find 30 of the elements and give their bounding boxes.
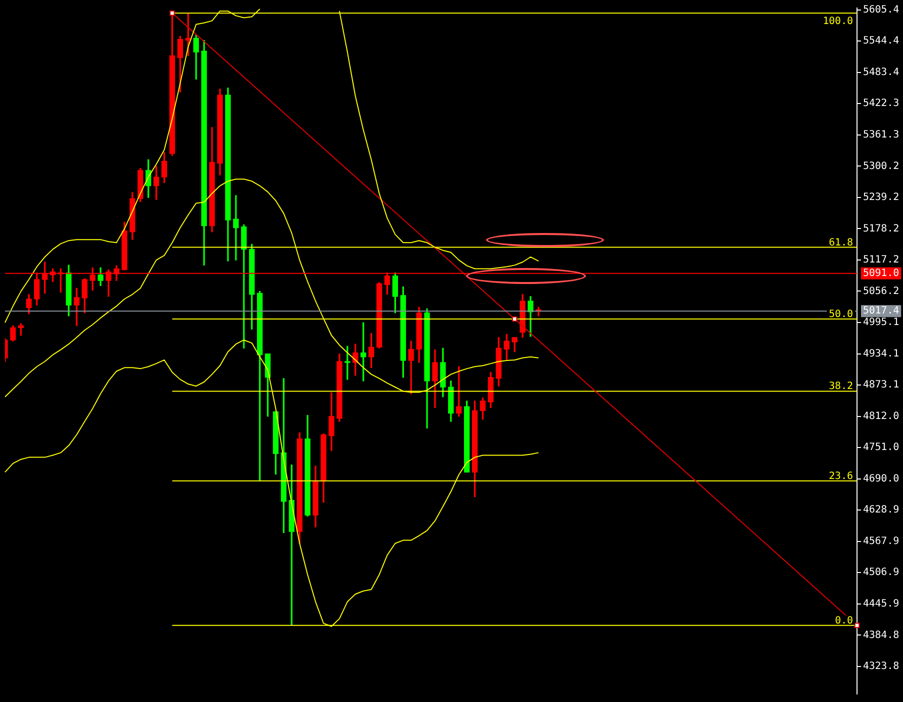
series-label: 61.8 bbox=[828, 237, 853, 248]
y-tick-label: 4506.9 bbox=[863, 567, 900, 578]
series-label: 38.2 bbox=[828, 381, 853, 392]
series-label: 50.0 bbox=[828, 308, 853, 320]
y-tick-label: 5239.2 bbox=[863, 192, 900, 204]
y-tick-label: 5483.4 bbox=[863, 66, 900, 78]
y-tick-label: 5178.2 bbox=[863, 223, 900, 234]
y-tick-label: 4628.9 bbox=[863, 504, 900, 516]
y-tick-label: 4934.1 bbox=[863, 348, 900, 360]
y-tick-label: 4690.0 bbox=[863, 473, 900, 484]
y-tick-label: 4751.0 bbox=[863, 442, 900, 454]
ref-line-label: 5091.0 bbox=[863, 268, 900, 279]
series-label: 0.0 bbox=[834, 615, 853, 626]
y-tick-label: 4445.9 bbox=[863, 598, 900, 610]
y-tick-label: 4323.8 bbox=[863, 661, 900, 672]
y-tick-label: 5422.3 bbox=[863, 98, 900, 110]
series-label: 23.6 bbox=[828, 470, 853, 482]
y-tick-label: 5605.4 bbox=[863, 4, 900, 16]
series-label: 100.0 bbox=[822, 16, 853, 28]
y-tick-label: 4567.9 bbox=[863, 536, 900, 547]
y-tick-label: 4812.0 bbox=[863, 410, 900, 422]
y-tick-label: 5117.2 bbox=[863, 254, 900, 266]
y-tick-label: 5056.2 bbox=[863, 286, 900, 297]
y-tick-label: 5361.3 bbox=[863, 129, 900, 140]
y-tick-label: 5300.2 bbox=[863, 160, 900, 172]
y-tick-label: 4995.1 bbox=[863, 317, 900, 328]
y-tick-label: 4384.8 bbox=[863, 630, 900, 641]
y-tick-label: 4873.1 bbox=[863, 380, 900, 391]
y-tick-label: 5544.4 bbox=[863, 36, 900, 47]
ref-line-label: 5017.4 bbox=[863, 306, 900, 317]
